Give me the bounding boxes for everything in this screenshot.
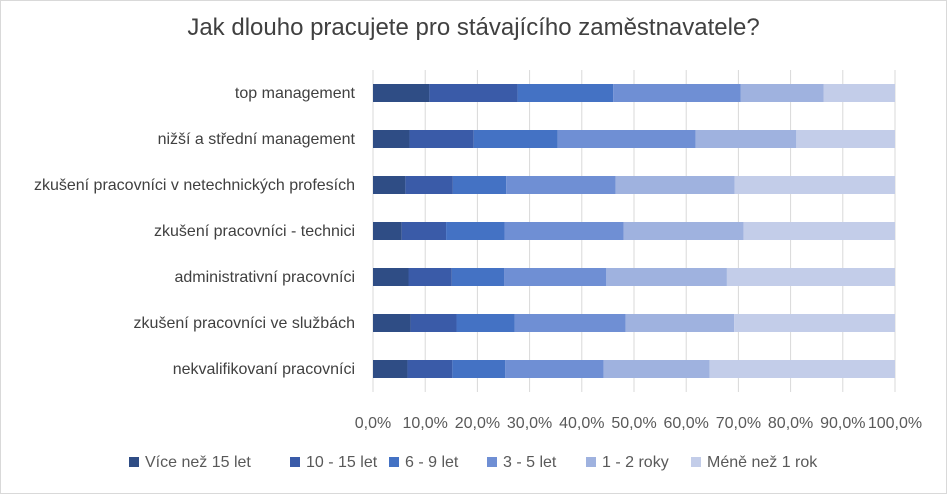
- legend-label: 1 - 2 roky: [602, 454, 669, 471]
- legend-swatch: [691, 457, 701, 467]
- bar-segment: [373, 176, 406, 194]
- bar-segment: [504, 222, 624, 240]
- bar-segment: [796, 130, 895, 148]
- bar-segment: [408, 268, 452, 286]
- bar-segment: [429, 84, 518, 102]
- legend-swatch: [487, 457, 497, 467]
- bar-segment: [373, 130, 410, 148]
- bar-segment: [709, 360, 895, 378]
- bar-segment: [514, 314, 626, 332]
- bar-segment: [373, 268, 409, 286]
- bar-segment: [446, 222, 505, 240]
- bar-segment: [401, 222, 447, 240]
- bar-segment: [506, 176, 616, 194]
- bar-segment: [557, 130, 696, 148]
- category-label: nekvalifikovaní pracovníci: [173, 361, 355, 378]
- x-tick-label: 80,0%: [768, 415, 813, 432]
- chart-title: Jak dlouho pracujete pro stávajícího zam…: [187, 14, 760, 41]
- bar-segment: [410, 314, 457, 332]
- bar-segment: [373, 314, 411, 332]
- x-tick-label: 70,0%: [716, 415, 761, 432]
- category-label: top management: [235, 85, 356, 102]
- legend-label: 10 - 15 let: [306, 454, 378, 471]
- bar-segment: [740, 84, 824, 102]
- legend-swatch: [129, 457, 139, 467]
- category-label: zkušení pracovníci - technici: [154, 223, 355, 240]
- x-tick-label: 10,0%: [403, 415, 448, 432]
- bar-segment: [409, 130, 474, 148]
- bar-segment: [373, 222, 402, 240]
- category-label: administrativní pracovníci: [174, 269, 355, 286]
- bar-segment: [407, 360, 453, 378]
- bar-segment: [517, 84, 614, 102]
- x-tick-label: 20,0%: [455, 415, 500, 432]
- bar-segment: [603, 360, 710, 378]
- x-tick-label: 40,0%: [559, 415, 604, 432]
- bar-segment: [734, 176, 895, 194]
- legend-label: Více než 15 let: [145, 454, 251, 471]
- x-tick-label: 100,0%: [868, 415, 922, 432]
- bar-segment: [505, 360, 604, 378]
- bar-segment: [743, 222, 895, 240]
- category-label: zkušení pracovníci ve službách: [134, 315, 355, 332]
- bar-segment: [405, 176, 453, 194]
- x-tick-label: 0,0%: [355, 415, 391, 432]
- bar-segment: [606, 268, 727, 286]
- legend-swatch: [389, 457, 399, 467]
- bar-segment: [373, 84, 430, 102]
- legend-swatch: [586, 457, 596, 467]
- legend-label: 3 - 5 let: [503, 454, 557, 471]
- bar-segment: [613, 84, 741, 102]
- bar-segment: [456, 314, 515, 332]
- bar-segment: [452, 360, 506, 378]
- legend-swatch: [290, 457, 300, 467]
- bar-segment: [726, 268, 895, 286]
- legend-label: Méně než 1 rok: [707, 454, 818, 471]
- bar-segment: [734, 314, 895, 332]
- x-tick-label: 90,0%: [820, 415, 865, 432]
- bar-segment: [373, 360, 408, 378]
- bar-segment: [615, 176, 735, 194]
- bar-segment: [473, 130, 558, 148]
- legend-label: 6 - 9 let: [405, 454, 459, 471]
- bar-segment: [823, 84, 895, 102]
- bar-segment: [504, 268, 607, 286]
- category-label: zkušení pracovníci v netechnických profe…: [34, 177, 355, 194]
- x-tick-label: 50,0%: [611, 415, 656, 432]
- bar-segment: [452, 176, 507, 194]
- bar-segment: [695, 130, 797, 148]
- bar-segment: [623, 222, 744, 240]
- bar-segment: [451, 268, 505, 286]
- x-tick-label: 60,0%: [664, 415, 709, 432]
- bar-segment: [625, 314, 735, 332]
- x-tick-label: 30,0%: [507, 415, 552, 432]
- category-label: nižší a střední management: [158, 131, 356, 148]
